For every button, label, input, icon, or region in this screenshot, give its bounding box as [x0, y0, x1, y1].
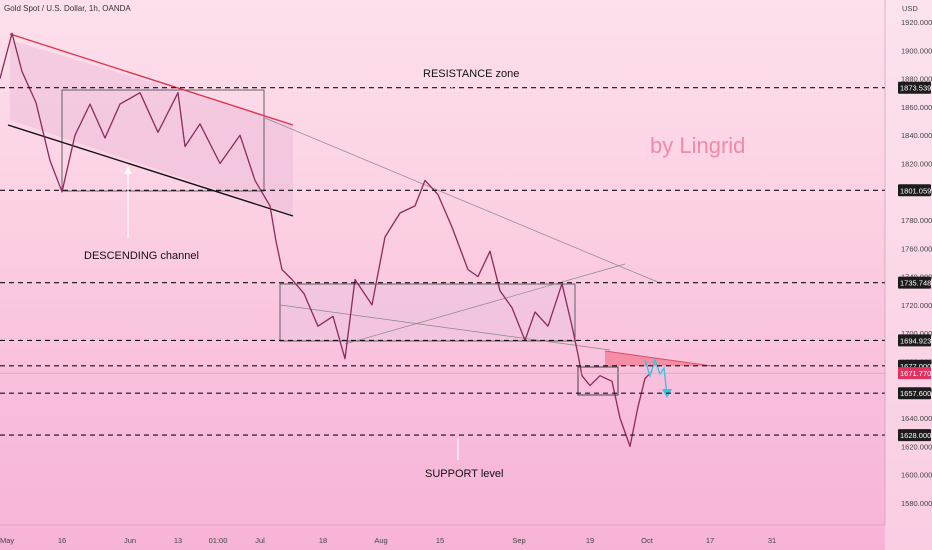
channel-lower-line: [7, 124, 294, 217]
level-badge: [898, 334, 931, 347]
y-tick-label: 1600.000: [901, 471, 932, 480]
x-tick-label: Aug: [374, 536, 387, 545]
x-tick-label: 16: [58, 536, 66, 545]
triangle-edge: [604, 350, 713, 367]
x-tick-label: 19: [586, 536, 594, 545]
currency-label: USD: [902, 4, 918, 13]
support-label: SUPPORT level: [425, 468, 503, 480]
y-tick-label: 1840.000: [901, 131, 932, 140]
range-box-3: [577, 366, 619, 396]
range-box-2: [279, 283, 576, 342]
x-tick-label: May: [0, 536, 14, 545]
level-badge-text: 1628.000: [900, 431, 931, 440]
range-box-1: [61, 89, 265, 192]
brand-watermark: by Lingrid: [650, 133, 745, 158]
level-badge: [898, 429, 931, 442]
y-tick-label: 1720.000: [901, 301, 932, 310]
x-tick-label: Sep: [512, 536, 525, 545]
x-tick-label: 13: [174, 536, 182, 545]
level-badge-text: 1657.600: [900, 389, 931, 398]
x-tick-label: 17: [706, 536, 714, 545]
y-tick-label: 1780.000: [901, 216, 932, 225]
y-tick-label: 1760.000: [901, 244, 932, 253]
y-tick-label: 1580.000: [901, 499, 932, 508]
rising-trendline: [344, 263, 626, 345]
y-tick-label: 1700.000: [901, 329, 932, 338]
x-tick-label: 01:00: [209, 536, 228, 545]
y-tick-label: 1640.000: [901, 414, 932, 423]
level-badge-text: 1694.923: [900, 336, 931, 345]
x-tick-label: Jun: [124, 536, 136, 545]
y-tick-label: 1920.000: [901, 18, 932, 27]
level-badge: [898, 387, 931, 400]
channel-upper-line: [9, 33, 294, 126]
level-badge-text: 1873.539: [900, 84, 931, 93]
channel-pointer-head: [124, 166, 132, 174]
level-badge-text: 1801.059: [900, 186, 931, 195]
level-badge: [898, 184, 931, 197]
level-badge: [898, 276, 931, 289]
x-tick-label: 31: [768, 536, 776, 545]
symbol-title: Gold Spot / U.S. Dollar, 1h, OANDA: [4, 4, 131, 13]
resistance-label: RESISTANCE zone: [423, 68, 519, 80]
x-tick-label: Jul: [255, 536, 265, 545]
y-tick-label: 1900.000: [901, 46, 932, 55]
x-tick-label: 18: [319, 536, 327, 545]
x-tick-label: 15: [436, 536, 444, 545]
channel-label: DESCENDING channel: [84, 250, 199, 262]
y-tick-label: 1820.000: [901, 159, 932, 168]
price-series-line: [0, 32, 653, 448]
level-badge-text: 1735.748: [900, 279, 931, 288]
level-badge-text: 1677.000: [900, 362, 931, 371]
level-badge-text: 1671.770: [900, 369, 931, 378]
long-trendline: [264, 117, 661, 284]
x-tick-label: Oct: [641, 536, 654, 545]
channel-fill: [10, 40, 293, 215]
level-badge: [898, 81, 931, 94]
level-badge: [898, 367, 931, 380]
y-tick-label: 1620.000: [901, 442, 932, 451]
y-tick-label: 1860.000: [901, 103, 932, 112]
falling-trendline: [279, 304, 611, 351]
y-tick-label: 1880.000: [901, 75, 932, 84]
